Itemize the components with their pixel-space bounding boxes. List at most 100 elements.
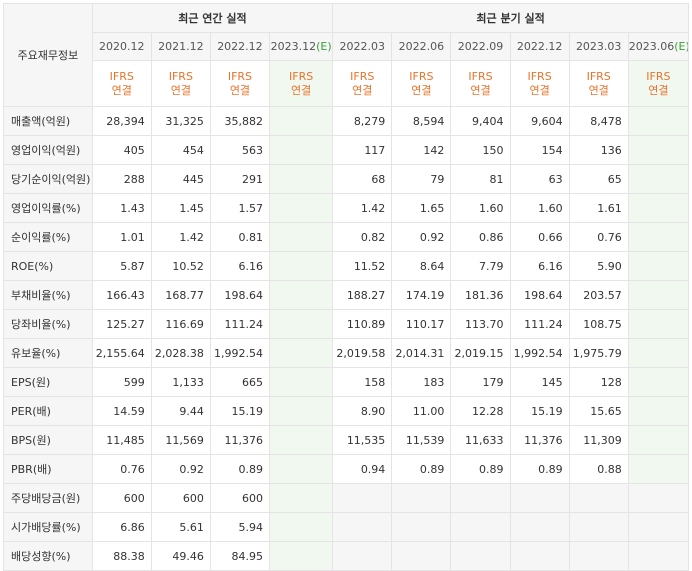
quarter-value-cell [568, 512, 629, 542]
consolidated-text: 연결 [648, 83, 669, 97]
quarter-value-cell: 15.19 [509, 396, 570, 426]
table-row: 영업이익(억원) 405 454 563 117 142 150 154 136 [3, 135, 690, 165]
quarter-value-cell: 188.27 [332, 280, 393, 310]
quarter-value-cell: 110.89 [332, 309, 393, 339]
annual-value-cell: 445 [150, 164, 211, 194]
annual-estimate-cell [268, 193, 334, 223]
ifrs-text: IFRS [289, 69, 314, 83]
quarter-estimate-cell [627, 135, 690, 165]
quarter-value-cell: 0.76 [568, 222, 629, 252]
quarter-value-cell [450, 512, 511, 542]
annual-value-cell: 2,028.38 [150, 338, 211, 368]
ifrs-text: IFRS [227, 69, 253, 83]
quarter-estimate-cell [627, 280, 690, 310]
quarter-estimate-cell [627, 541, 690, 571]
ifrs-consolidated-label: IFRS 연결 [450, 60, 511, 107]
quarter-value-cell: 81 [450, 164, 511, 194]
quarter-value-cell [391, 483, 452, 513]
quarter-estimate-cell [627, 164, 690, 194]
quarter-value-cell [509, 541, 570, 571]
table-row: PER(배) 14.59 9.44 15.19 8.90 11.00 12.28 15.19 1… [3, 396, 690, 426]
annual-estimate-cell [268, 367, 334, 397]
annual-value-cell: 1.01 [91, 222, 152, 252]
row-label: EPS(원) [3, 367, 93, 397]
consolidated-text: 연결 [111, 83, 132, 97]
ifrs-text: IFRS [409, 69, 434, 83]
quarter-value-cell: 0.88 [568, 454, 629, 484]
annual-value-cell: 6.86 [91, 512, 152, 542]
ifrs-consolidated-label: IFRS 연결 [509, 60, 570, 107]
row-label: 당좌비율(%) [3, 309, 93, 339]
annual-estimate-cell [268, 512, 334, 542]
quarter-value-cell: 12.28 [450, 396, 511, 426]
table-row: 배당성향(%) 88.38 49.46 84.95 [3, 541, 690, 571]
quarter-estimate-cell [627, 396, 690, 426]
table-row: BPS(원) 11,485 11,569 11,376 11,535 11,539 11,6… [3, 425, 690, 455]
quarter-value-cell [509, 483, 570, 513]
quarter-value-cell: 117 [332, 135, 393, 165]
quarter-value-cell: 11.52 [332, 251, 393, 281]
table-row: 유보율(%) 2,155.64 2,028.38 1,992.54 2,019.58 2,… [3, 338, 690, 368]
annual-estimate-cell [268, 309, 334, 339]
quarter-estimate-cell [627, 512, 690, 542]
annual-value-cell: 14.59 [91, 396, 152, 426]
quarter-value-cell: 8.64 [391, 251, 452, 281]
annual-value-cell: 5.61 [150, 512, 211, 542]
annual-value-cell: 1.42 [150, 222, 211, 252]
quarter-value-cell: 11,535 [332, 425, 393, 455]
quarter-estimate-cell [627, 222, 690, 252]
annual-estimate-cell [268, 280, 334, 310]
quarter-value-cell: 113.70 [450, 309, 511, 339]
annual-estimate-cell [268, 135, 334, 165]
annual-value-cell: 563 [209, 135, 271, 165]
quarter-value-cell: 136 [568, 135, 629, 165]
quarter-value-cell: 154 [509, 135, 570, 165]
table-corner-label: 주요재무정보 [3, 3, 93, 107]
quarter-value-cell [450, 541, 511, 571]
row-label: 순이익률(%) [3, 222, 93, 252]
ifrs-consolidated-label: IFRS 연결 [391, 60, 452, 107]
ifrs-consolidated-label: IFRS 연결 [568, 60, 629, 107]
annual-value-cell: 11,485 [91, 425, 152, 455]
row-label: BPS(원) [3, 425, 93, 455]
quarter-value-cell: 0.89 [391, 454, 452, 484]
quarter-value-cell: 179 [450, 367, 511, 397]
quarter-value-cell: 7.79 [450, 251, 511, 281]
annual-period-header: 2021.12 [150, 32, 211, 61]
table-row: 시가배당률(%) 6.86 5.61 5.94 [3, 512, 690, 542]
financial-summary-table: 주요재무정보 최근 연간 실적 최근 분기 실적 2020.12 2021.12… [3, 3, 690, 571]
row-label: 시가배당률(%) [3, 512, 93, 542]
quarter-value-cell: 0.89 [509, 454, 570, 484]
quarter-value-cell: 0.82 [332, 222, 393, 252]
quarter-value-cell: 2,019.15 [450, 338, 511, 368]
quarter-value-cell [391, 541, 452, 571]
annual-estimate-cell [268, 106, 334, 136]
annual-value-cell: 1.57 [209, 193, 271, 223]
quarter-value-cell [391, 512, 452, 542]
quarter-value-cell [332, 483, 393, 513]
quarter-value-cell [568, 483, 629, 513]
annual-value-cell: 84.95 [209, 541, 271, 571]
annual-value-cell: 1,133 [150, 367, 211, 397]
row-label: 당기순이익(억원) [3, 164, 93, 194]
estimate-marker: (E) [674, 40, 689, 53]
quarter-period-header: 2023.03 [568, 32, 629, 61]
annual-value-cell: 291 [209, 164, 271, 194]
consolidated-text: 연결 [529, 83, 550, 97]
ifrs-consolidated-label: IFRS 연결 [91, 60, 152, 107]
quarter-value-cell: 1,975.79 [568, 338, 629, 368]
ifrs-text: IFRS [586, 69, 611, 83]
annual-value-cell: 166.43 [91, 280, 152, 310]
quarter-value-cell: 150 [450, 135, 511, 165]
quarter-value-cell: 0.94 [332, 454, 393, 484]
quarter-value-cell: 2,014.31 [391, 338, 452, 368]
row-label: 주당배당금(원) [3, 483, 93, 513]
quarter-value-cell: 128 [568, 367, 629, 397]
quarter-value-cell: 1.65 [391, 193, 452, 223]
row-label: 유보율(%) [3, 338, 93, 368]
quarter-value-cell [568, 541, 629, 571]
annual-value-cell: 1.43 [91, 193, 152, 223]
annual-value-cell: 405 [91, 135, 152, 165]
ifrs-consolidated-label: IFRS 연결 [150, 60, 211, 107]
table-row: EPS(원) 599 1,133 665 158 183 179 145 128 [3, 367, 690, 397]
